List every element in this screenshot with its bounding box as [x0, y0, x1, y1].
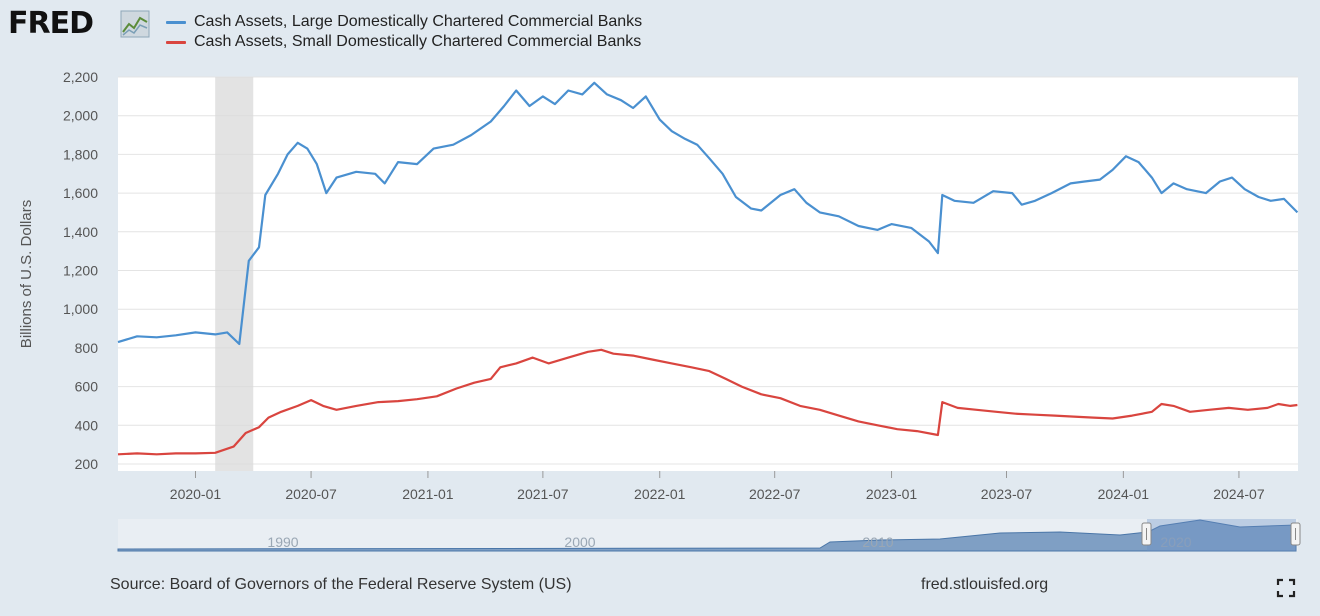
y-tick-label: 2,200: [63, 69, 98, 85]
y-tick-label: 400: [75, 417, 99, 433]
x-tick-label: 2020-07: [285, 486, 337, 502]
y-axis-label: Billions of U.S. Dollars: [18, 200, 35, 348]
legend-swatch-large-banks: [166, 20, 186, 24]
navigator-year-2000: 2000: [564, 534, 595, 550]
navigator-year-2020: 2020: [1160, 534, 1191, 550]
series-line-large-banks[interactable]: [117, 81, 1299, 346]
y-axis: 200 400 600 800 1,000 1,200 1,400 1,600 1,800 2,0…: [63, 69, 98, 472]
legend: Cash Assets, Large Domestically Chartere…: [166, 12, 642, 52]
y-tick-label: 200: [75, 456, 99, 472]
x-tick-label: 2024-07: [1213, 486, 1265, 502]
line-chart-icon: [120, 10, 150, 38]
x-tick-label: 2022-07: [749, 486, 801, 502]
legend-swatch-small-banks: [166, 40, 186, 44]
navigator-year-2010: 2010: [862, 534, 893, 550]
source-note: Source: Board of Governors of the Federa…: [110, 576, 572, 593]
navigator-selection[interactable]: [1147, 519, 1296, 551]
plot-background: [118, 77, 1298, 471]
expand-icon[interactable]: [1276, 578, 1296, 598]
legend-label-small-banks: Cash Assets, Small Domestically Chartere…: [194, 33, 642, 50]
line-chart: 200 400 600 800 1,000 1,200 1,400 1,600 1,800 2,0…: [18, 69, 1301, 552]
y-tick-label: 1,400: [63, 224, 98, 240]
y-tick-label: 800: [75, 340, 99, 356]
x-tick-label: 2022-01: [634, 486, 686, 502]
navigator-area: [117, 519, 1297, 552]
gridlines: [118, 76, 1298, 465]
y-tick-label: 600: [75, 379, 99, 395]
series-line-small-banks[interactable]: [117, 348, 1298, 456]
y-tick-label: 1,000: [63, 301, 98, 317]
range-navigator[interactable]: 1990 2000 2010 2020: [117, 519, 1301, 552]
x-tick-label: 2023-01: [866, 486, 918, 502]
x-tick-label: 2021-01: [402, 486, 454, 502]
x-tick-label: 2020-01: [170, 486, 222, 502]
legend-label-large-banks: Cash Assets, Large Domestically Chartere…: [194, 13, 643, 30]
legend-item-small-banks[interactable]: Cash Assets, Small Domestically Chartere…: [166, 32, 642, 52]
x-tick-label: 2021-07: [517, 486, 569, 502]
x-tick-label: 2023-07: [981, 486, 1033, 502]
x-axis: 2020-01 2020-07 2021-01 2021-07 2022-01 2022-…: [170, 471, 1265, 502]
fred-logo[interactable]: FRED: [8, 6, 94, 41]
y-tick-label: 1,600: [63, 185, 98, 201]
site-link[interactable]: fred.stlouisfed.org: [921, 576, 1049, 593]
y-tick-label: 2,000: [63, 108, 98, 124]
legend-item-large-banks[interactable]: Cash Assets, Large Domestically Chartere…: [166, 12, 642, 32]
series-lines: [117, 81, 1299, 456]
navigator-year-1990: 1990: [267, 534, 298, 550]
y-tick-label: 1,200: [63, 263, 98, 279]
x-tick-label: 2024-01: [1098, 486, 1150, 502]
y-tick-label: 1,800: [63, 146, 98, 162]
